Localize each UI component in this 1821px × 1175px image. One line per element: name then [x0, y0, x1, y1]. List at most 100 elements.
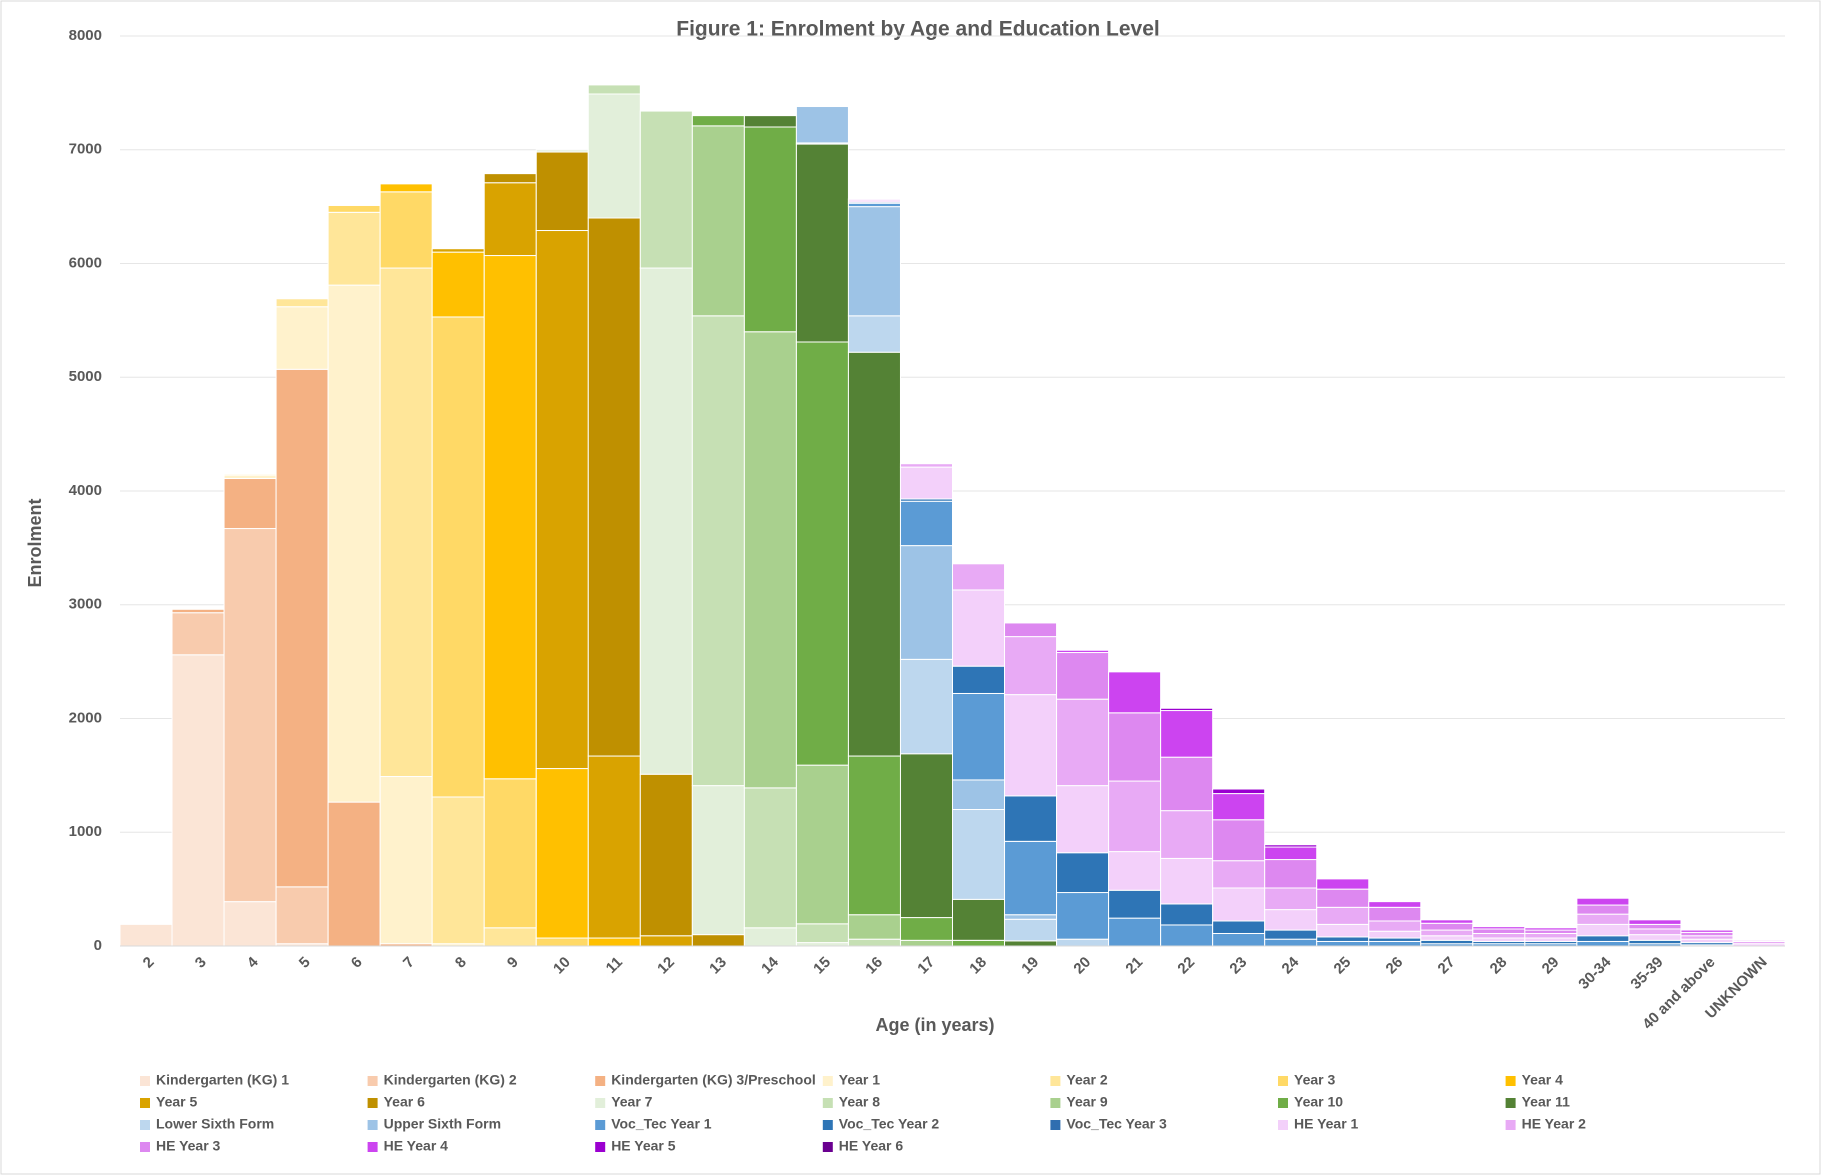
- y-tick-label: 5000: [69, 368, 102, 385]
- bar-segment: [899, 939, 953, 947]
- bar-segment: [1212, 920, 1266, 934]
- bar-segment: [1264, 909, 1318, 931]
- bar-segment: [743, 115, 797, 128]
- legend-label: Voc_Tec Year 1: [611, 1116, 712, 1132]
- bar-segment: [1420, 922, 1474, 931]
- bar-segment: [795, 143, 849, 343]
- bar-segment: [899, 753, 953, 919]
- legend-swatch: [595, 1120, 606, 1130]
- bar-segment: [1628, 928, 1682, 936]
- y-tick-label: 1000: [69, 823, 102, 840]
- bar-segment: [952, 939, 1006, 947]
- bar-segment: [483, 778, 537, 929]
- bar-segment: [379, 183, 433, 193]
- bar-segment: [743, 787, 797, 929]
- bar-segment: [275, 886, 329, 945]
- legend-swatch: [367, 1076, 378, 1086]
- bar-segment: [1004, 840, 1058, 916]
- bar-segment: [1316, 906, 1370, 925]
- bar-segment: [1160, 857, 1214, 905]
- bar-segment: [1420, 939, 1474, 945]
- bar-segment: [223, 901, 277, 947]
- legend-label: Year 2: [1066, 1072, 1107, 1088]
- bar-segment: [1160, 710, 1214, 758]
- bar-segment: [171, 612, 225, 656]
- bar-segment: [1628, 939, 1682, 945]
- bar-segment: [1108, 889, 1162, 919]
- bar-segment: [1368, 940, 1422, 947]
- bar-segment: [535, 230, 589, 770]
- legend-swatch: [1278, 1076, 1288, 1086]
- bar-segment: [1368, 930, 1422, 939]
- bar-segment: [587, 84, 641, 95]
- bar-segment: [1160, 756, 1214, 812]
- y-axis-label: Enrolment: [25, 498, 45, 587]
- legend-label: HE Year 6: [839, 1138, 904, 1154]
- legend-swatch: [595, 1142, 606, 1152]
- bar-segment: [639, 935, 693, 947]
- legend-swatch: [1505, 1120, 1516, 1130]
- bar-segment: [1732, 939, 1786, 942]
- legend-label: Lower Sixth Form: [156, 1116, 274, 1132]
- bar-segment: [1160, 903, 1214, 926]
- legend-swatch: [1050, 1120, 1061, 1130]
- legend-label: Voc_Tec Year 3: [1066, 1116, 1167, 1132]
- bar-segment: [1524, 937, 1578, 942]
- bar-segment: [899, 545, 953, 660]
- legend-swatch: [1050, 1098, 1061, 1108]
- legend-label: HE Year 5: [611, 1138, 676, 1154]
- bar-segment: [1420, 919, 1474, 924]
- legend-swatch: [1505, 1076, 1516, 1086]
- bar-segment: [1264, 859, 1318, 889]
- legend-label: Year 6: [384, 1094, 425, 1110]
- bar-segment: [691, 125, 745, 317]
- bar-segment: [795, 764, 849, 925]
- bar-segment: [1212, 932, 1266, 947]
- y-tick-label: 0: [94, 937, 102, 954]
- legend-swatch: [140, 1120, 150, 1130]
- bar-segment: [1316, 923, 1370, 938]
- bar-segment: [1368, 937, 1422, 942]
- bar-segment: [1004, 918, 1058, 942]
- bar-segment: [1472, 928, 1526, 934]
- bar-segment: [639, 110, 693, 269]
- bar-segment: [639, 267, 693, 775]
- bar-segment: [223, 474, 277, 479]
- bar-segment: [1680, 929, 1734, 933]
- legend-swatch: [1050, 1076, 1061, 1086]
- bar-segment: [1680, 931, 1734, 937]
- bar-segment: [795, 106, 849, 144]
- bar-segment: [1264, 844, 1318, 848]
- bar-segment: [483, 927, 537, 947]
- bar-segment: [327, 284, 381, 803]
- legend-label: Year 10: [1294, 1094, 1343, 1110]
- y-tick-label: 4000: [69, 482, 102, 499]
- bar-segment: [1420, 929, 1474, 937]
- bar-segment: [1004, 914, 1058, 920]
- bar-segment: [1056, 785, 1110, 854]
- bar-segment: [1576, 923, 1630, 937]
- bar-segment: [1628, 919, 1682, 925]
- bar-segment: [1472, 932, 1526, 939]
- y-tick-label: 2000: [69, 709, 102, 726]
- legend-swatch: [140, 1142, 150, 1152]
- bar-segment: [275, 298, 329, 308]
- bar-segment: [379, 191, 433, 269]
- bar-segment: [899, 658, 953, 755]
- bar-segment: [483, 255, 537, 780]
- legend-swatch: [140, 1098, 150, 1108]
- bar-segment: [1160, 707, 1214, 712]
- bar-segment: [1472, 937, 1526, 942]
- y-tick-label: 6000: [69, 254, 102, 271]
- bar-segment: [1108, 917, 1162, 947]
- bar-segment: [847, 755, 901, 916]
- bar-segment: [1524, 927, 1578, 931]
- bar-segment: [1316, 888, 1370, 908]
- bar-segment: [847, 351, 901, 757]
- bar-segment: [379, 267, 433, 778]
- bar-segment: [1108, 671, 1162, 714]
- legend-swatch: [595, 1098, 606, 1108]
- bar-segment: [1576, 935, 1630, 942]
- bar-segment: [535, 937, 589, 947]
- bar-segment: [327, 204, 381, 213]
